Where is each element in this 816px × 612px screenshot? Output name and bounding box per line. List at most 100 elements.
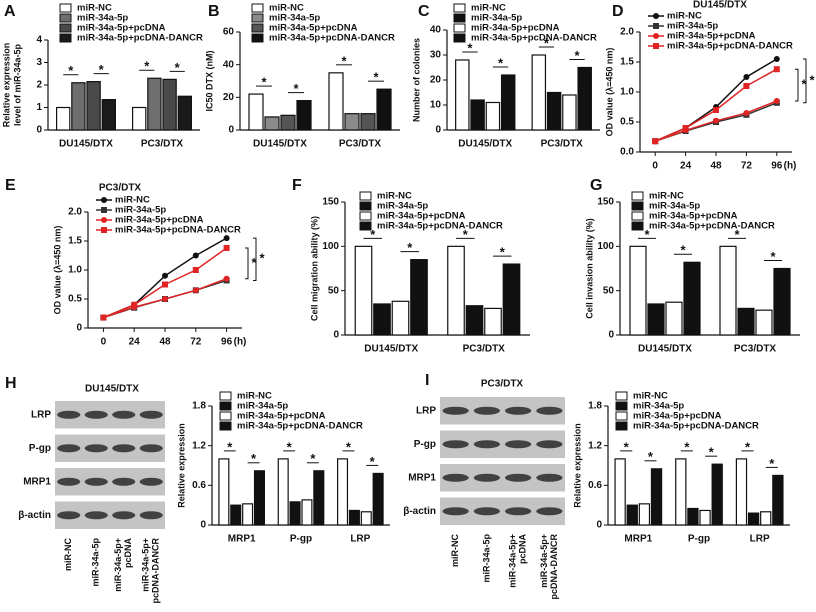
marker [131,301,138,308]
y-tick-label: 1.0 [620,87,634,98]
bar [614,458,626,526]
bar [248,93,264,131]
marker [100,314,107,321]
blot-lane-label: miR-NC [63,538,73,571]
y-tick-label: 3 [36,57,42,68]
bar [687,507,699,526]
bar [162,78,177,131]
x-tick-label: LRP [750,534,770,545]
marker [223,235,230,242]
x-tick-label: DU145/DTX [59,139,113,150]
x-tick-label: LRP [350,534,370,545]
legend-label: miR-34a-5p+pcDNA-DANCR [633,421,759,432]
y-axis-label: Relative expression [572,423,582,508]
sig-bracket [803,58,807,104]
marker [743,110,750,116]
bar [747,512,760,526]
legend-label: miR-34a-5p+pcDNA-DANCR [377,221,503,232]
significance: * [684,439,690,454]
legend-label: miR-34a-5p+pcDNA [667,31,756,42]
x-tick-label: PC3/DTX [541,139,584,150]
legend-swatch [631,191,644,201]
marker [162,281,168,288]
legend-label: miR-34a-5p+pcDNA [237,411,326,422]
legend-swatch [59,13,72,23]
legend-swatch [453,3,466,13]
blot-band [536,473,563,482]
significance: * [734,227,740,242]
legend-swatch [631,221,644,231]
blot-band [473,406,500,415]
blot-row-label: LRP [416,405,436,416]
blot-band [442,440,469,449]
bar [344,113,360,131]
legend-label: miR-34a-5p+pcDNA-DANCR [237,421,363,432]
y-tick-label: 30 [430,50,442,61]
bar [470,99,485,131]
blot-title: PC3/DTX [481,379,524,390]
chart-title: PC3/DTX [99,183,142,194]
marker [223,244,230,251]
blot-band [112,444,136,453]
bar [177,95,192,131]
chart-title: DU145/DTX [693,0,747,11]
significance: * [175,60,181,75]
sig-bracket [245,247,249,280]
blot-band [84,477,108,486]
blot-band [473,507,500,516]
significance: * [99,62,105,77]
legend-swatch [453,13,466,23]
legend-swatch [615,421,628,431]
blot-band [84,410,108,419]
legend-label: miR-34a-5p+pcDNA [633,411,722,422]
y-tick-label: 1.0 [68,265,82,276]
y-tick-label: 1 [36,102,42,113]
y-tick-label: 60 [223,27,235,38]
legend-label: miR-34a-5p+pcDNA [77,23,166,34]
bar [665,301,683,336]
x-tick-label: PC3/DTX [339,139,382,150]
legend-label: miR-NC [377,191,412,202]
y-tick-label: 50 [603,285,615,296]
y-tick-label: 0 [76,323,82,334]
blot-band [57,444,81,453]
panel-label: H [5,375,17,392]
blot-band [139,477,163,486]
significance: * [341,53,347,68]
marker [713,107,719,113]
legend-swatch [615,411,628,421]
significance: * [770,249,776,264]
y-tick-label: 20 [223,92,235,103]
y-tick-label: 40 [223,59,235,70]
significance: * [261,75,267,90]
significance: * [467,40,473,55]
x-tick-label: 24 [680,161,692,172]
y-tick-label: 150 [322,197,339,208]
legend-label: miR-34a-5p+pcDNA-DANCR [471,33,597,44]
legend-marker [653,43,659,49]
legend-label: miR-NC [269,3,304,14]
x-tick-label: DU145/DTX [458,139,512,150]
y-axis-label: Cell invasion ability (%) [584,218,594,319]
significance: * [144,59,150,74]
significance: * [575,48,581,63]
blot-lane-label: pcDNA [518,534,528,565]
y-axis-label: OD value (λ=450 nm) [604,48,614,137]
y-tick-label: 0 [200,520,206,531]
legend-swatch [219,421,232,431]
y-tick-label: 2.0 [68,207,82,218]
bar [71,82,86,131]
legend-swatch [251,13,264,23]
bar [755,309,773,336]
x-tick-label: 24 [129,337,141,348]
bar [372,472,384,526]
blot-row-label: P-gp [414,439,436,450]
significance: * [709,445,715,460]
marker [223,275,230,282]
bar [675,458,687,526]
blot-lane-label: miR-34a-5p+ [141,538,151,592]
blot-band [536,507,563,516]
bar [373,303,391,336]
y-axis-label: OD value (λ=450 nm) [52,226,62,315]
blot-band [505,406,532,415]
